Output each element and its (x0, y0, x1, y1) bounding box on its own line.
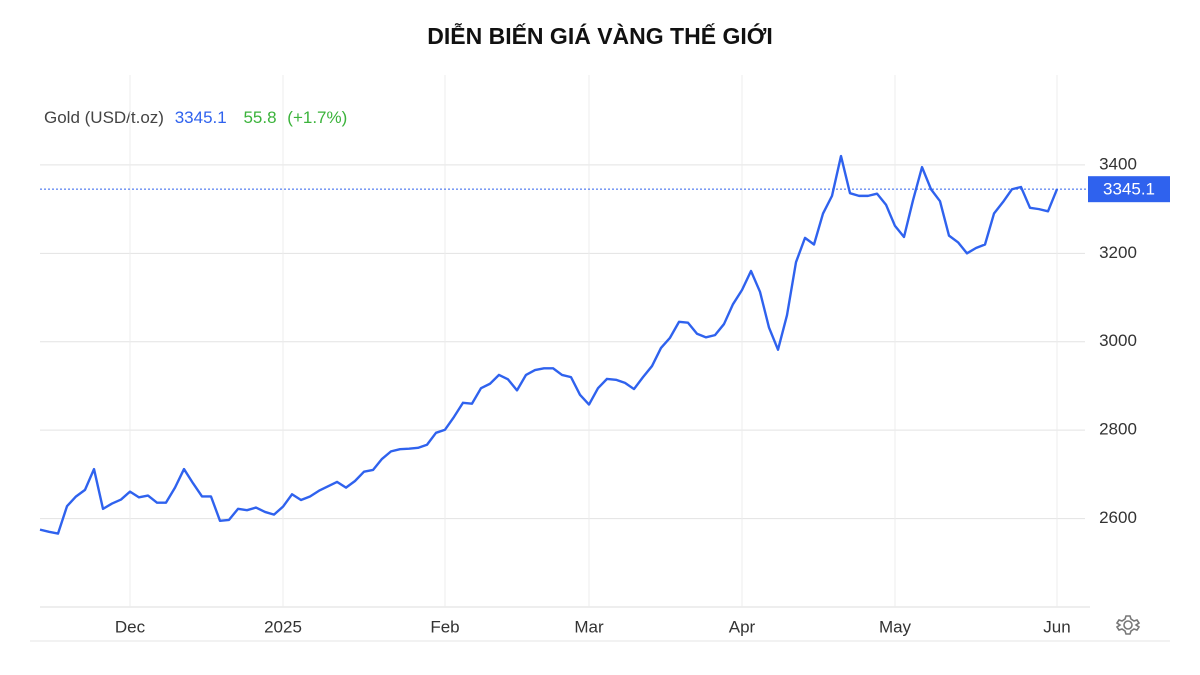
x-tick-label: May (879, 617, 912, 636)
y-tick-label: 3400 (1099, 154, 1137, 173)
price-badge-label: 3345.1 (1103, 180, 1155, 199)
x-tick-label: Apr (729, 617, 756, 636)
y-tick-label: 3200 (1099, 243, 1137, 262)
x-tick-label: Dec (115, 617, 146, 636)
price-header: Gold (USD/t.oz) 3345.1 55.8 (+1.7%) (44, 108, 347, 127)
x-tick-label: 2025 (264, 617, 302, 636)
price-line (39, 154, 1059, 535)
instrument: Gold (USD/t.oz) (44, 108, 164, 127)
y-tick-label: 2800 (1099, 420, 1137, 439)
y-tick-label: 3000 (1099, 331, 1137, 350)
price: 3345.1 (175, 108, 227, 127)
chart-title: DIỄN BIẾN GIÁ VÀNG THẾ GIỚI (427, 21, 772, 49)
price-badge (1088, 176, 1170, 203)
change-pct: (+1.7%) (287, 108, 347, 127)
y-tick-label: 2600 (1099, 508, 1137, 527)
x-tick-label: Feb (430, 617, 459, 636)
settings-icon[interactable] (1115, 615, 1141, 635)
x-tick-label: Mar (574, 617, 604, 636)
change: 55.8 (243, 108, 276, 127)
x-tick-label: Jun (1043, 617, 1070, 636)
